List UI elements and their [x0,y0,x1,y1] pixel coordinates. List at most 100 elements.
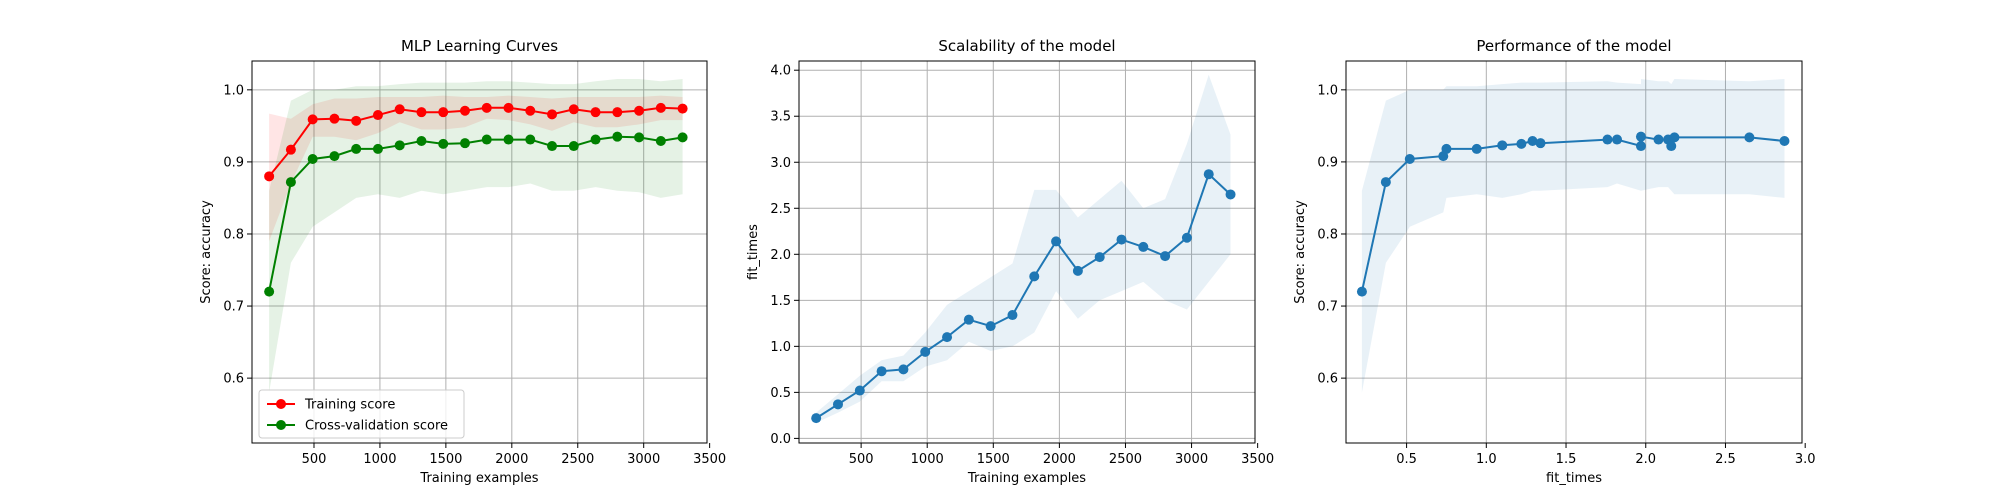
data-point [898,364,909,375]
data-point [1072,265,1083,276]
x-tick-label: 1.0 [1476,452,1497,467]
data-point [568,104,579,115]
x-tick-label: 500 [302,452,327,467]
x-axis-label: fit_times [1546,471,1602,486]
data-point [655,136,666,147]
data-point [1612,134,1623,145]
x-tick-label: 1500 [429,452,462,467]
data-point [416,107,427,118]
data-point [612,107,623,118]
data-point [1116,234,1127,245]
y-tick-label: 1.5 [770,294,791,309]
data-point [1669,132,1680,143]
data-point [285,144,296,155]
y-tick-label: 0.6 [223,372,244,387]
data-point [307,154,318,165]
data-point [394,104,405,115]
data-point [1380,177,1391,188]
chart-panel-3: 0.5 1.0 1.5 2.0 2.5 3.0 0.6 0.7 0.8 0.9 1.0 Perform… [1293,37,1816,486]
y-tick-label: 0.7 [223,300,244,315]
data-point [1535,138,1546,149]
axes-frame [1345,60,1803,444]
y-tick-label: 0.5 [770,386,791,401]
y-tick-label: 0.8 [223,227,244,242]
x-tick-label: 2500 [1109,452,1142,467]
data-point [1635,131,1646,142]
data-point [590,107,601,118]
data-point [351,115,362,126]
data-point [547,109,558,120]
data-point [481,134,492,145]
x-tick-label: 1500 [977,452,1010,467]
data-point [920,346,931,357]
data-point [876,366,887,377]
y-axis-label: Score: accuracy [199,200,214,304]
data-point [1029,271,1040,282]
data-point [264,286,275,297]
grid [252,61,707,443]
data-point [811,413,822,424]
data-point [590,134,601,145]
legend-frame [258,389,465,439]
y-tick-label: 3.5 [770,110,791,125]
chart-title: MLP Learning Curves [401,37,558,55]
data-point [568,141,579,152]
data-point [285,177,296,188]
x-tick-label: 2.5 [1715,452,1736,467]
plot-area [811,74,1236,424]
x-axis-label: Training examples [967,471,1086,486]
y-tick-label: 2.5 [770,202,791,217]
data-point [416,136,427,147]
x-tick-label: 1000 [363,452,396,467]
data-point [329,113,340,124]
data-point [832,399,843,410]
data-point [329,151,340,162]
data-point [372,110,383,121]
x-axis-label: Training examples [419,471,538,486]
data-point [459,138,470,149]
data-point [394,140,405,151]
x-tick-label: 2.0 [1635,452,1656,467]
data-point [503,102,514,113]
data-point [1225,189,1236,200]
data-point [1779,136,1790,147]
data-point [264,171,275,182]
axes-frame [251,60,708,444]
legend: Training score Cross-validation score [258,389,465,439]
data-point [1051,236,1062,247]
data-point [547,141,558,152]
chart-panel-2: 500 1000 1500 2000 2500 3000 3500 0.0 0.5 1.0 1.5 2… [746,37,1274,486]
data-point [525,105,536,116]
data-point [1138,241,1149,252]
data-point [503,134,514,145]
legend-label-2: Cross-validation score [305,419,448,434]
data-point [438,107,449,118]
y-tick-label: 1.0 [1317,83,1338,98]
y-tick-label: 3.0 [770,156,791,171]
y-tick-label: 0.6 [1317,372,1338,387]
confidence-band-1 [816,74,1231,423]
data-point [459,105,470,116]
data-point [634,105,645,116]
chart-title: Performance of the model [1476,37,1671,55]
x-tick-label: 1.5 [1556,452,1577,467]
grid [1346,61,1802,443]
data-point [985,321,996,332]
chart-title: Scalability of the model [938,37,1115,55]
x-tick-label: 3000 [1175,452,1208,467]
data-point [655,102,666,113]
data-point [1602,134,1613,145]
x-tick-label: 2500 [561,452,594,467]
x-tick-label: 3500 [693,452,726,467]
x-tick-label: 3500 [1241,452,1274,467]
data-point [351,143,362,154]
confidence-band-2 [269,79,683,393]
y-tick-label: 4.0 [770,64,791,79]
y-tick-label: 0.0 [770,432,791,447]
y-tick-label: 0.9 [1317,155,1338,170]
data-point [1356,286,1367,297]
y-tick-label: 0.8 [1317,227,1338,242]
y-tick-label: 1.0 [770,340,791,355]
data-point [1497,140,1508,151]
